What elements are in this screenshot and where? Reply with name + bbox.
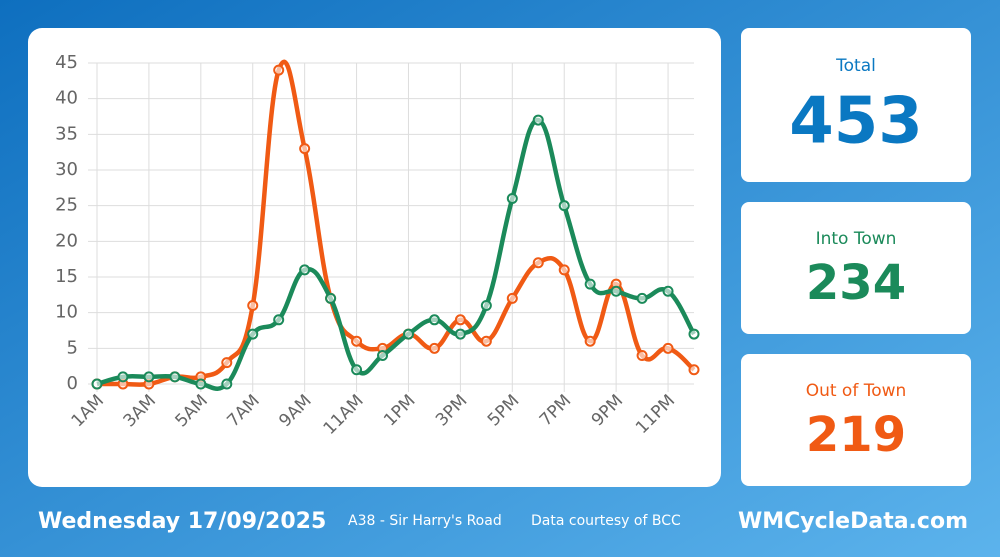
- stat-value: 453: [789, 85, 923, 159]
- data-point: [247, 300, 259, 312]
- stat-card: [741, 202, 971, 334]
- data-point: [377, 349, 389, 361]
- data-point: [480, 300, 492, 312]
- data-point: [506, 292, 518, 304]
- data-point: [584, 335, 596, 347]
- data-point: [610, 285, 622, 297]
- data-point: [428, 314, 440, 326]
- y-tick-label: 40: [55, 88, 78, 109]
- data-point: [325, 292, 337, 304]
- data-point: [247, 328, 259, 340]
- site-name: WMCycleData.com: [738, 509, 968, 534]
- data-point: [402, 328, 414, 340]
- data-point: [117, 371, 129, 383]
- stat-label: Into Town: [816, 229, 897, 249]
- data-point: [273, 64, 285, 76]
- y-tick-label: 20: [55, 230, 78, 251]
- data-point: [636, 292, 648, 304]
- data-point: [299, 264, 311, 276]
- stat-value: 234: [806, 255, 906, 311]
- data-point: [91, 378, 103, 390]
- data-point: [195, 378, 207, 390]
- data-point: [558, 264, 570, 276]
- data-point: [169, 371, 181, 383]
- data-point: [454, 328, 466, 340]
- data-point: [428, 342, 440, 354]
- data-point: [351, 335, 363, 347]
- data-point: [143, 371, 155, 383]
- data-point: [584, 278, 596, 290]
- stat-label: Total: [835, 56, 876, 76]
- data-point: [688, 364, 700, 376]
- data-point: [636, 349, 648, 361]
- data-point: [662, 342, 674, 354]
- credit: Data courtesy of BCC: [531, 513, 681, 529]
- y-tick-label: 0: [67, 373, 78, 394]
- data-point: [221, 378, 233, 390]
- y-tick-label: 35: [55, 123, 78, 144]
- stat-label: Out of Town: [806, 381, 907, 401]
- y-tick-label: 30: [55, 159, 78, 180]
- y-tick-label: 5: [67, 337, 78, 358]
- data-point: [351, 364, 363, 376]
- stat-value: 219: [806, 407, 906, 463]
- y-tick-label: 25: [55, 195, 78, 216]
- data-point: [532, 114, 544, 126]
- data-point: [688, 328, 700, 340]
- date: Wednesday 17/09/2025: [38, 509, 326, 534]
- data-point: [532, 257, 544, 269]
- data-point: [558, 200, 570, 212]
- data-point: [480, 335, 492, 347]
- location: A38 - Sir Harry's Road: [348, 513, 502, 529]
- y-tick-label: 15: [55, 266, 78, 287]
- data-point: [454, 314, 466, 326]
- y-tick-label: 45: [55, 52, 78, 73]
- stat-card: [741, 354, 971, 486]
- data-point: [662, 285, 674, 297]
- data-point: [273, 314, 285, 326]
- data-point: [221, 357, 233, 369]
- stat-card: [741, 28, 971, 182]
- data-point: [506, 193, 518, 205]
- y-tick-label: 10: [55, 302, 78, 323]
- data-point: [299, 143, 311, 155]
